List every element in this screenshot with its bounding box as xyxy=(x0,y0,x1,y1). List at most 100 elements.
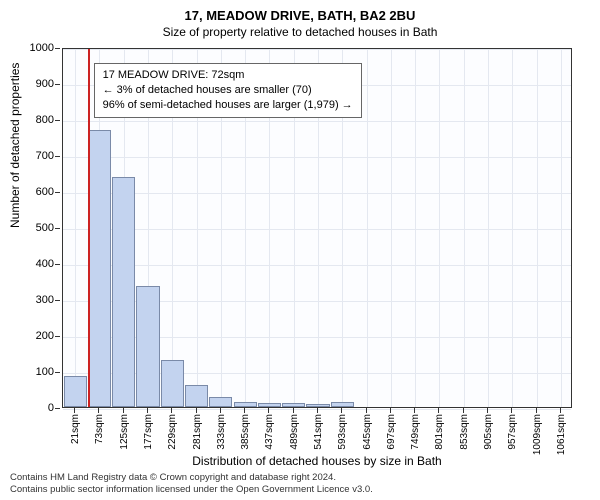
x-tick-label: 385sqm xyxy=(240,414,251,450)
title-main: 17, MEADOW DRIVE, BATH, BA2 2BU xyxy=(0,0,600,23)
gridline-h xyxy=(63,193,571,194)
x-tick-mark xyxy=(438,408,439,413)
x-tick-mark xyxy=(196,408,197,413)
gridline-h xyxy=(63,265,571,266)
x-tick-label: 21sqm xyxy=(70,414,81,444)
x-tick-mark xyxy=(123,408,124,413)
footer-line2: Contains public sector information licen… xyxy=(10,484,373,496)
y-tick-mark xyxy=(55,48,60,49)
x-tick-mark xyxy=(341,408,342,413)
x-tick-mark xyxy=(293,408,294,413)
gridline-h xyxy=(63,49,571,50)
property-marker-line xyxy=(88,49,90,407)
histogram-bar xyxy=(161,360,184,407)
x-tick-mark xyxy=(268,408,269,413)
y-tick-mark xyxy=(55,120,60,121)
x-tick-label: 177sqm xyxy=(143,414,154,450)
x-tick-mark xyxy=(317,408,318,413)
x-tick-mark xyxy=(487,408,488,413)
histogram-bar xyxy=(88,130,111,407)
x-tick-mark xyxy=(244,408,245,413)
x-tick-label: 749sqm xyxy=(410,414,421,450)
x-tick-label: 853sqm xyxy=(459,414,470,450)
y-tick-mark xyxy=(55,300,60,301)
histogram-bar xyxy=(306,404,329,407)
y-tick-label: 100 xyxy=(36,366,54,378)
y-tick-label: 300 xyxy=(36,294,54,306)
y-tick-label: 400 xyxy=(36,258,54,270)
title-sub: Size of property relative to detached ho… xyxy=(0,23,600,39)
gridline-v xyxy=(561,49,562,407)
y-tick-mark xyxy=(55,228,60,229)
footer-line1: Contains HM Land Registry data © Crown c… xyxy=(10,472,373,484)
x-axis-label: Distribution of detached houses by size … xyxy=(62,454,572,468)
y-tick-label: 800 xyxy=(36,114,54,126)
x-tick-mark xyxy=(220,408,221,413)
gridline-h xyxy=(63,229,571,230)
histogram-bar xyxy=(209,397,232,407)
y-tick-mark xyxy=(55,336,60,337)
x-tick-mark xyxy=(171,408,172,413)
histogram-bar xyxy=(331,402,354,407)
histogram-bar xyxy=(136,286,159,407)
gridline-v xyxy=(391,49,392,407)
histogram-bar xyxy=(185,385,208,407)
gridline-v xyxy=(415,49,416,407)
x-tick-mark xyxy=(74,408,75,413)
x-tick-mark xyxy=(560,408,561,413)
y-tick-mark xyxy=(55,156,60,157)
x-tick-mark xyxy=(463,408,464,413)
x-tick-label: 1061sqm xyxy=(556,414,567,455)
x-tick-label: 541sqm xyxy=(313,414,324,450)
x-tick-mark xyxy=(390,408,391,413)
x-tick-label: 905sqm xyxy=(483,414,494,450)
x-tick-mark xyxy=(366,408,367,413)
info-box-line: 96% of semi-detached houses are larger (… xyxy=(103,98,353,113)
x-tick-label: 489sqm xyxy=(289,414,300,450)
y-tick-mark xyxy=(55,264,60,265)
x-tick-label: 125sqm xyxy=(119,414,130,450)
gridline-v xyxy=(439,49,440,407)
x-tick-mark xyxy=(98,408,99,413)
x-tick-label: 437sqm xyxy=(264,414,275,450)
gridline-v xyxy=(537,49,538,407)
y-tick-mark xyxy=(55,84,60,85)
footer-attribution: Contains HM Land Registry data © Crown c… xyxy=(10,472,373,496)
x-tick-label: 333sqm xyxy=(216,414,227,450)
x-tick-label: 957sqm xyxy=(507,414,518,450)
y-tick-label: 200 xyxy=(36,330,54,342)
info-box: 17 MEADOW DRIVE: 72sqm← 3% of detached h… xyxy=(94,63,362,118)
x-tick-label: 1009sqm xyxy=(532,414,543,455)
y-tick-mark xyxy=(55,372,60,373)
x-tick-label: 229sqm xyxy=(167,414,178,450)
histogram-bar xyxy=(258,403,281,407)
histogram-bar xyxy=(112,177,135,407)
x-tick-label: 73sqm xyxy=(94,414,105,444)
histogram-bar xyxy=(234,402,257,407)
gridline-v xyxy=(512,49,513,407)
x-tick-mark xyxy=(536,408,537,413)
gridline-v xyxy=(367,49,368,407)
histogram-bar xyxy=(282,403,305,407)
gridline-v xyxy=(464,49,465,407)
y-tick-mark xyxy=(55,192,60,193)
y-tick-mark xyxy=(55,408,60,409)
gridline-v xyxy=(75,49,76,407)
y-tick-label: 600 xyxy=(36,186,54,198)
y-tick-label: 0 xyxy=(48,402,54,414)
gridline-v xyxy=(488,49,489,407)
x-tick-label: 801sqm xyxy=(434,414,445,450)
info-box-line: ← 3% of detached houses are smaller (70) xyxy=(103,83,353,98)
x-tick-mark xyxy=(147,408,148,413)
y-tick-label: 1000 xyxy=(30,42,54,54)
gridline-h xyxy=(63,157,571,158)
y-tick-label: 700 xyxy=(36,150,54,162)
histogram-bar xyxy=(64,376,87,407)
x-tick-mark xyxy=(511,408,512,413)
x-tick-label: 645sqm xyxy=(362,414,373,450)
y-tick-label: 900 xyxy=(36,78,54,90)
y-axis: 01002003004005006007008009001000 xyxy=(0,48,60,408)
gridline-h xyxy=(63,121,571,122)
info-box-line: 17 MEADOW DRIVE: 72sqm xyxy=(103,68,353,83)
y-tick-label: 500 xyxy=(36,222,54,234)
